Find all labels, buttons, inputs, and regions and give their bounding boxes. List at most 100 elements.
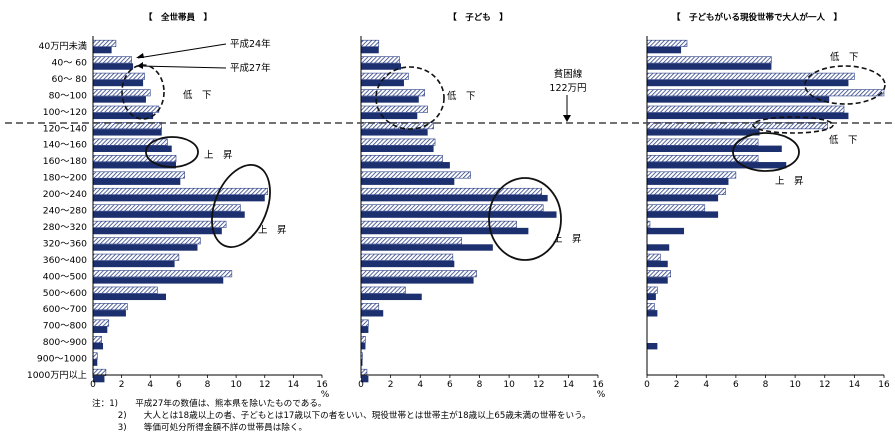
footnotes: 注：1) 平成27年の数値は、熊本県を除いたものである。 2) 大人とは18歳以… — [92, 398, 591, 434]
category-label: 60～ 80 — [52, 74, 88, 85]
bar-h24 — [646, 72, 855, 80]
fall-ellipse — [804, 65, 886, 105]
bar-h27 — [647, 244, 670, 251]
bar-h24 — [92, 303, 128, 311]
bar-h27 — [361, 343, 366, 350]
fall-label: 低 下 — [829, 134, 858, 146]
category-label: 900～1000 — [37, 354, 87, 365]
x-tick-label: 2 — [119, 380, 125, 390]
x-tick-label: 16 — [878, 380, 890, 390]
x-tick-label: 14 — [849, 380, 861, 390]
bar-h27 — [647, 343, 658, 350]
bar-h27 — [647, 112, 849, 120]
x-tick-label: 8 — [763, 380, 769, 390]
bar-h27 — [361, 79, 404, 87]
x-tick-label: 14 — [288, 380, 300, 390]
bar-h24 — [92, 286, 158, 294]
legend-arrowhead-h24 — [136, 53, 144, 58]
category-label: 140～160 — [43, 140, 87, 151]
bar-h24 — [92, 237, 201, 245]
x-unit-label: % — [321, 390, 330, 400]
bar-h27 — [93, 227, 222, 235]
bar-h27 — [93, 112, 154, 120]
bar-h27 — [361, 310, 384, 317]
x-tick-label: 2 — [674, 380, 680, 390]
bar-h27 — [647, 211, 719, 218]
bar-h27 — [93, 79, 144, 87]
bar-h24 — [360, 319, 369, 327]
bar-h27 — [93, 343, 104, 350]
bar-h24 — [360, 335, 366, 343]
bar-h24 — [646, 171, 737, 179]
category-label: 600～700 — [43, 304, 87, 315]
bar-h24 — [646, 89, 885, 97]
bar-h27 — [93, 194, 265, 202]
legend-arrowhead-h27 — [137, 62, 143, 69]
category-label: 700～800 — [43, 321, 87, 332]
bar-h24 — [92, 39, 117, 47]
bar-h24 — [360, 72, 409, 80]
bar-h24 — [92, 352, 98, 360]
rise-label: 上 昇 — [258, 225, 287, 236]
bar-h27 — [647, 194, 719, 202]
fall-label: 低 下 — [830, 51, 859, 63]
footnote-3: 3) 等価可処分所得金額不詳の世帯員は除く。 — [92, 423, 308, 433]
rise-ellipse — [211, 164, 271, 248]
bar-h27 — [93, 375, 105, 383]
x-tick-label: 16 — [316, 380, 328, 390]
bar-h24 — [646, 204, 706, 212]
bar-h24 — [360, 39, 380, 47]
rise-ellipse — [732, 132, 800, 172]
bar-h24 — [92, 319, 110, 327]
category-label: 80～100 — [49, 90, 88, 101]
bar-h24 — [92, 270, 233, 278]
fall-ellipse — [752, 116, 834, 134]
x-tick-label: 12 — [819, 380, 830, 390]
bar-h27 — [93, 260, 175, 268]
bar-h27 — [361, 162, 450, 169]
bar-h27 — [647, 310, 658, 317]
bar-h27 — [647, 227, 685, 235]
bar-h27 — [93, 293, 166, 301]
bar-h27 — [361, 277, 474, 284]
bar-h27 — [647, 79, 849, 87]
rise-ellipse — [145, 136, 199, 168]
category-label: 500～600 — [43, 288, 87, 299]
bar-h27 — [93, 145, 172, 152]
fall-ellipse — [121, 64, 165, 120]
x-tick-label: 6 — [176, 380, 182, 390]
bar-h27 — [361, 293, 422, 301]
panel-title: 【 全世帯員 】 — [144, 12, 212, 23]
footnote-1: 注：1) 平成27年の数値は、熊本県を除いたものである。 — [92, 399, 327, 409]
bar-h24 — [360, 303, 380, 311]
bar-h27 — [647, 293, 656, 301]
bar-h27 — [647, 129, 760, 136]
bar-h27 — [647, 63, 772, 70]
bar-h24 — [360, 155, 443, 163]
bar-h27 — [93, 129, 162, 136]
x-tick-label: 12 — [259, 380, 270, 390]
bar-h24 — [360, 89, 425, 97]
legend-label-h27: 平成27年 — [230, 62, 271, 74]
bar-h27 — [93, 359, 98, 366]
bar-h27 — [93, 326, 108, 333]
x-tick-label: 6 — [733, 380, 739, 390]
x-tick-label: 4 — [417, 380, 423, 390]
bar-h27 — [361, 260, 455, 268]
bar-h24 — [360, 56, 400, 64]
bar-h27 — [361, 211, 557, 218]
bar-h27 — [361, 63, 401, 70]
x-tick-label: 2 — [388, 380, 394, 390]
x-tick-label: 4 — [703, 380, 709, 390]
category-label: 120～140 — [43, 123, 87, 134]
bar-h27 — [361, 326, 369, 333]
fall-label: 低 下 — [183, 89, 212, 101]
category-label: 180～200 — [43, 173, 87, 184]
bar-h27 — [93, 277, 224, 284]
bar-h27 — [647, 260, 668, 268]
bar-h24 — [360, 138, 436, 146]
category-label: 40～ 60 — [52, 57, 88, 68]
bar-h24 — [646, 187, 726, 195]
bar-h27 — [93, 310, 126, 317]
